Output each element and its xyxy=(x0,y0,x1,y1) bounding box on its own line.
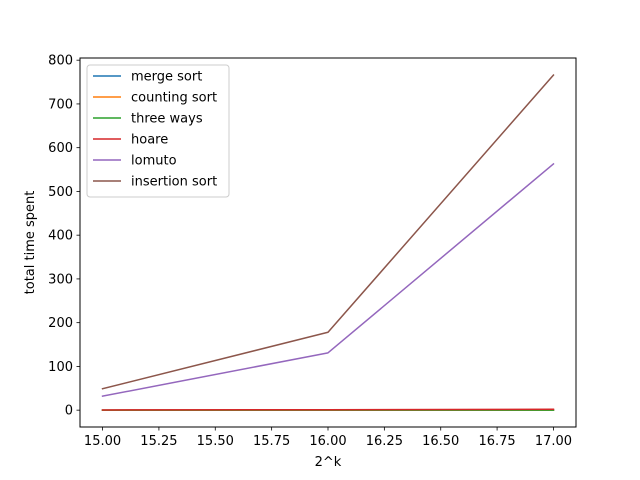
y-tick-label: 700 xyxy=(48,97,73,112)
x-tick-label: 15.25 xyxy=(140,434,177,449)
y-tick-label: 200 xyxy=(48,316,73,331)
legend-label: counting sort xyxy=(131,91,217,106)
legend-label: merge sort xyxy=(131,70,202,85)
series-line xyxy=(101,74,555,390)
x-tick-label: 16.75 xyxy=(478,434,515,449)
series-line xyxy=(101,408,555,411)
legend: merge sort counting sort three ways hoare lo… xyxy=(86,64,230,198)
x-tick-label: 15.00 xyxy=(84,434,121,449)
y-axis-label: total time spent xyxy=(23,191,38,295)
series-layer xyxy=(101,74,555,411)
legend-box xyxy=(86,64,230,198)
legend-label: insertion sort xyxy=(131,175,217,190)
x-tick-label: 16.50 xyxy=(422,434,459,449)
x-axis: 15.00 15.25 15.50 15.75 16.00 16.25 16.50 16.75… xyxy=(84,427,572,449)
y-tick-label: 800 xyxy=(48,54,73,69)
series-line xyxy=(101,162,555,398)
y-tick-label: 500 xyxy=(48,185,73,200)
legend-label: hoare xyxy=(131,133,168,148)
y-tick-label: 100 xyxy=(48,360,73,375)
x-axis-label: 2^k xyxy=(315,455,342,470)
y-tick-label: 400 xyxy=(48,229,73,244)
x-tick-label: 16.00 xyxy=(309,434,346,449)
y-tick-label: 0 xyxy=(65,404,73,419)
y-tick-label: 600 xyxy=(48,141,73,156)
x-tick-label: 15.75 xyxy=(253,434,290,449)
x-tick-label: 17.00 xyxy=(535,434,572,449)
y-axis: 0 100 200 300 400 500 600 700 800 xyxy=(48,54,80,419)
x-tick-label: 16.25 xyxy=(366,434,403,449)
x-tick-label: 15.50 xyxy=(197,434,234,449)
legend-label: lomuto xyxy=(131,154,177,169)
y-tick-label: 300 xyxy=(48,272,73,287)
legend-label: three ways xyxy=(131,112,203,127)
